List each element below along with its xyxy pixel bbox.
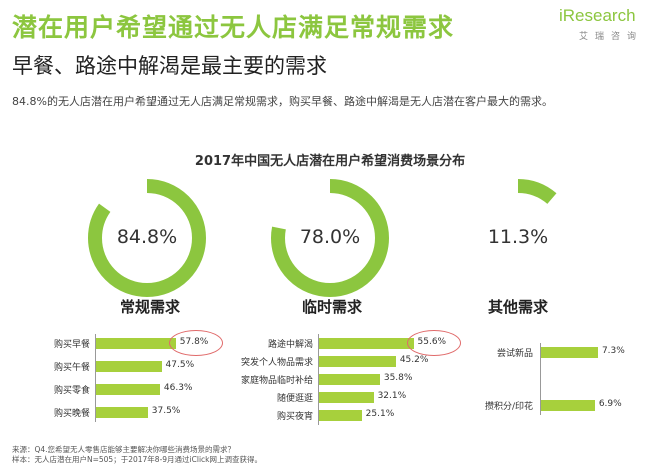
page-description: 84.8%的无人店潜在用户希望通过无人店满足常规需求，购买早餐、路途中解渴是无人… (12, 95, 553, 108)
bar (96, 361, 162, 372)
page-title: 潜在用户希望通过无人店满足常规需求 (12, 13, 455, 42)
bar-axis (95, 334, 96, 422)
bar-value-label: 37.5% (151, 406, 181, 416)
ring-value-other: 11.3% (487, 226, 549, 248)
bar-axis (540, 343, 541, 415)
ring-chart-regular (88, 179, 206, 297)
bar (319, 356, 396, 367)
bar-category-label: 购买早餐 (53, 340, 90, 350)
bar (319, 338, 414, 349)
source-line-2: 样本：无人店潜在用户N=505；于2017年8-9月通过iClick网上调查获得… (12, 455, 262, 464)
bar (541, 347, 598, 358)
bar-value-label: 6.9% (598, 399, 622, 409)
bar-category-label: 购买零食 (53, 386, 90, 396)
bar-category-label: 尝试新品 (496, 349, 533, 359)
bar-category-label: 购买晚餐 (53, 409, 90, 419)
bar (541, 400, 595, 411)
highlight-ellipse (168, 330, 223, 356)
ring-value-temporary: 78.0% (299, 226, 361, 248)
bar (96, 384, 160, 395)
bar-category-label: 攒积分/印花 (484, 402, 533, 412)
bar-value-label: 25.1% (365, 409, 395, 419)
panel-title-other: 其他需求 (487, 298, 548, 316)
ring-value-regular: 84.8% (116, 226, 178, 248)
bar (96, 407, 148, 418)
source-note: 来源：Q4.您希望无人零售店能够主要解决你哪些消费场景的需求？ 样本：无人店潜在… (12, 445, 262, 465)
bar-category-label: 购买午餐 (53, 363, 90, 373)
chart-title: 2017年中国无人店潜在用户希望消费场景分布 (194, 154, 466, 169)
bar-value-label: 35.8% (383, 373, 413, 383)
panel-title-regular: 常规需求 (119, 298, 180, 316)
bar-category-label: 突发个人物品需求 (240, 358, 313, 368)
source-line-1: 来源：Q4.您希望无人零售店能够主要解决你哪些消费场景的需求？ (12, 445, 236, 454)
iresearch-logo: iResearch 艾瑞咨询 (559, 6, 654, 44)
bar (319, 410, 362, 421)
bar (319, 374, 380, 385)
logo-wordmark: iResearch (559, 6, 636, 25)
bar-value-label: 46.3% (163, 383, 193, 393)
highlight-ellipse (406, 330, 461, 356)
bar-category-label: 家庭物品临时补给 (240, 376, 313, 386)
ring-arc (271, 179, 389, 297)
bar (319, 392, 374, 403)
bar-value-label: 57.8% (179, 337, 209, 347)
panel-title-temporary: 临时需求 (301, 298, 362, 316)
bar-value-label: 32.1% (377, 391, 407, 401)
bar (96, 338, 176, 349)
ring-chart-other (459, 179, 577, 297)
bar-value-label: 45.2% (399, 355, 429, 365)
bar-value-label: 47.5% (165, 360, 195, 370)
page-subtitle: 早餐、路途中解渴是最主要的需求 (12, 54, 327, 78)
bar-value-label: 55.6% (417, 337, 447, 347)
bar-axis (318, 334, 319, 425)
bar-category-label: 路途中解渴 (267, 340, 313, 350)
ring-arc (88, 179, 206, 297)
bar-value-label: 7.3% (601, 346, 625, 356)
ring-arc (459, 179, 577, 297)
ring-chart-temporary (271, 179, 389, 297)
bar-category-label: 随便逛逛 (276, 394, 313, 404)
logo-cn-text: 艾瑞咨询 (579, 32, 644, 42)
bar-category-label: 购买夜宵 (276, 412, 313, 422)
